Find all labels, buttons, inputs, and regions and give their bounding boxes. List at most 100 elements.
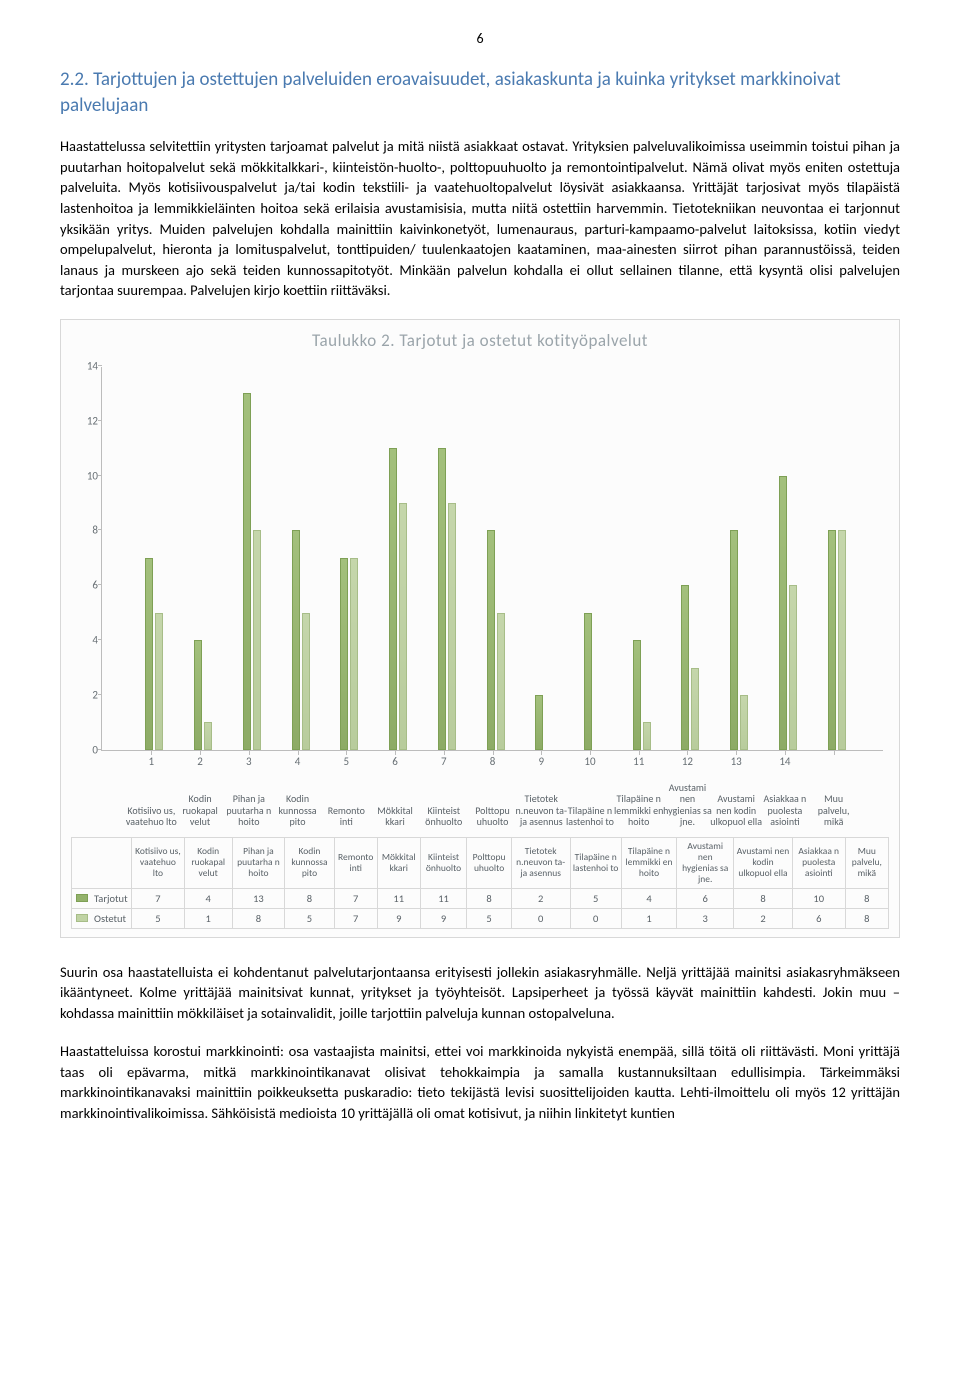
chart-bar-offered xyxy=(194,640,202,750)
x-tick-number: 11 xyxy=(633,755,644,768)
x-tick-label: Tilapäine n lemmikki en hoito xyxy=(613,793,665,828)
legend-col-header: Tilapäine n lastenhoi to xyxy=(570,837,621,888)
legend-cell: 8 xyxy=(845,908,888,928)
paragraph-3: Haastatteluissa korostui markkinointi: o… xyxy=(60,1041,900,1123)
x-tick-label: Polttopu uhuolto xyxy=(467,805,519,828)
legend-col-header: Tilapäine n lemmikki en hoito xyxy=(621,837,677,888)
legend-cell: 8 xyxy=(467,888,511,908)
legend-cell: 8 xyxy=(734,888,793,908)
chart-bar-bought xyxy=(399,503,407,750)
legend-cell: 4 xyxy=(184,888,232,908)
chart-bar-bought xyxy=(302,613,310,750)
x-tick-label: Muu palvelu, mikä xyxy=(808,793,860,828)
section-heading: 2.2. Tarjottujen ja ostettujen palveluid… xyxy=(60,67,900,118)
legend-cell: 6 xyxy=(792,908,845,928)
legend-col-header: Polttopu uhuolto xyxy=(467,837,511,888)
legend-col-header: Tietotek n.neuvon ta- ja asennus xyxy=(511,837,570,888)
legend-cell: 1 xyxy=(184,908,232,928)
chart-bar-bought xyxy=(643,722,651,749)
chart-bar-offered xyxy=(487,530,495,749)
chart-bar-bought xyxy=(448,503,456,750)
legend-swatch-bought xyxy=(76,914,88,922)
legend-cell: 13 xyxy=(232,888,285,908)
chart-bar-offered xyxy=(535,695,543,750)
x-tick-label: Kotisiivo us, vaatehuo lto xyxy=(125,805,177,828)
legend-series-name: Tarjotut xyxy=(94,892,128,905)
chart-bar-offered xyxy=(389,448,397,750)
chart-bar-offered xyxy=(828,530,836,749)
x-tick-label: Avustami nen kodin ulkopuol ella xyxy=(710,793,762,828)
legend-col-header: Kotisiivo us, vaatehuo lto xyxy=(132,837,185,888)
x-tick-number: 12 xyxy=(682,755,693,768)
legend-cell: 5 xyxy=(467,908,511,928)
y-tick: 8 xyxy=(74,524,98,537)
x-tick-number: 9 xyxy=(538,755,544,768)
x-tick-label: Kodin kunnossa pito xyxy=(272,793,324,828)
legend-cell: 7 xyxy=(334,888,377,908)
y-tick: 6 xyxy=(74,579,98,592)
x-tick-label: Mökkital kkari xyxy=(369,805,421,828)
legend-col-header: Kodin kunnossa pito xyxy=(285,837,334,888)
legend-col-header: Pihan ja puutarha n hoito xyxy=(232,837,285,888)
legend-cell: 2 xyxy=(734,908,793,928)
legend-col-header: Avustami nen hygienias sa jne. xyxy=(677,837,734,888)
chart-bar-bought xyxy=(350,558,358,750)
y-tick: 12 xyxy=(74,414,98,427)
legend-swatch-offered xyxy=(76,894,88,902)
legend-cell: 5 xyxy=(285,908,334,928)
legend-col-header: Muu palvelu, mikä xyxy=(845,837,888,888)
chart-container: Taulukko 2. Tarjotut ja ostetut kotityöp… xyxy=(60,319,900,938)
legend-cell: 9 xyxy=(377,908,420,928)
y-tick: 0 xyxy=(74,743,98,756)
x-tick-number: 14 xyxy=(779,755,790,768)
legend-cell: 0 xyxy=(511,908,570,928)
chart-bar-bought xyxy=(155,613,163,750)
legend-col-header: Kiinteist önhuolto xyxy=(420,837,467,888)
y-tick: 14 xyxy=(74,359,98,372)
chart-bar-bought xyxy=(789,585,797,750)
legend-col-header: Mökkital kkari xyxy=(377,837,420,888)
x-tick-number: 6 xyxy=(392,755,398,768)
legend-col-header: Asiakkaa n puolesta asiointi xyxy=(792,837,845,888)
chart-bar-bought xyxy=(740,695,748,750)
legend-cell: 3 xyxy=(677,908,734,928)
x-tick-label: Kodin ruokapal velut xyxy=(174,793,226,828)
chart-legend-table: Kotisiivo us, vaatehuo ltoKodin ruokapal… xyxy=(71,837,889,929)
x-tick-number: 13 xyxy=(731,755,742,768)
legend-cell: 8 xyxy=(232,908,285,928)
paragraph-1: Haastattelussa selvitettiin yritysten ta… xyxy=(60,136,900,301)
y-tick: 2 xyxy=(74,689,98,702)
legend-cell: 7 xyxy=(334,908,377,928)
legend-cell: 11 xyxy=(420,888,467,908)
legend-cell: 1 xyxy=(621,908,677,928)
chart-bar-bought xyxy=(691,668,699,750)
chart-bar-offered xyxy=(243,393,251,750)
legend-col-header: Remonto inti xyxy=(334,837,377,888)
x-tick-label: Avustami nen hygienias sa jne. xyxy=(661,782,713,828)
y-tick: 10 xyxy=(74,469,98,482)
x-tick-label: Asiakkaa n puolesta asiointi xyxy=(759,793,811,828)
chart-bar-bought xyxy=(497,613,505,750)
document-page: 6 2.2. Tarjottujen ja ostettujen palvelu… xyxy=(0,0,960,1182)
x-tick-number: 7 xyxy=(441,755,447,768)
legend-cell: 2 xyxy=(511,888,570,908)
legend-cell: 5 xyxy=(132,908,185,928)
legend-col-header: Kodin ruokapal velut xyxy=(184,837,232,888)
y-tick: 4 xyxy=(74,634,98,647)
x-tick-number: 1 xyxy=(149,755,155,768)
chart-bar-offered xyxy=(633,640,641,750)
chart-bar-offered xyxy=(145,558,153,750)
legend-cell: 0 xyxy=(570,908,621,928)
chart-bar-offered xyxy=(584,613,592,750)
chart-title: Taulukko 2. Tarjotut ja ostetut kotityöp… xyxy=(71,330,889,351)
x-tick-label: Kiinteist önhuolto xyxy=(418,805,470,828)
chart-bar-offered xyxy=(438,448,446,750)
x-tick-number: 10 xyxy=(584,755,595,768)
chart-bar-bought xyxy=(204,722,212,749)
legend-col-header: Avustami nen kodin ulkopuol ella xyxy=(734,837,793,888)
chart-bar-offered xyxy=(681,585,689,750)
legend-cell: 8 xyxy=(845,888,888,908)
chart-bar-offered xyxy=(340,558,348,750)
x-tick-label: Tilapäine n lastenhoi to xyxy=(564,805,616,828)
legend-cell: 7 xyxy=(132,888,185,908)
